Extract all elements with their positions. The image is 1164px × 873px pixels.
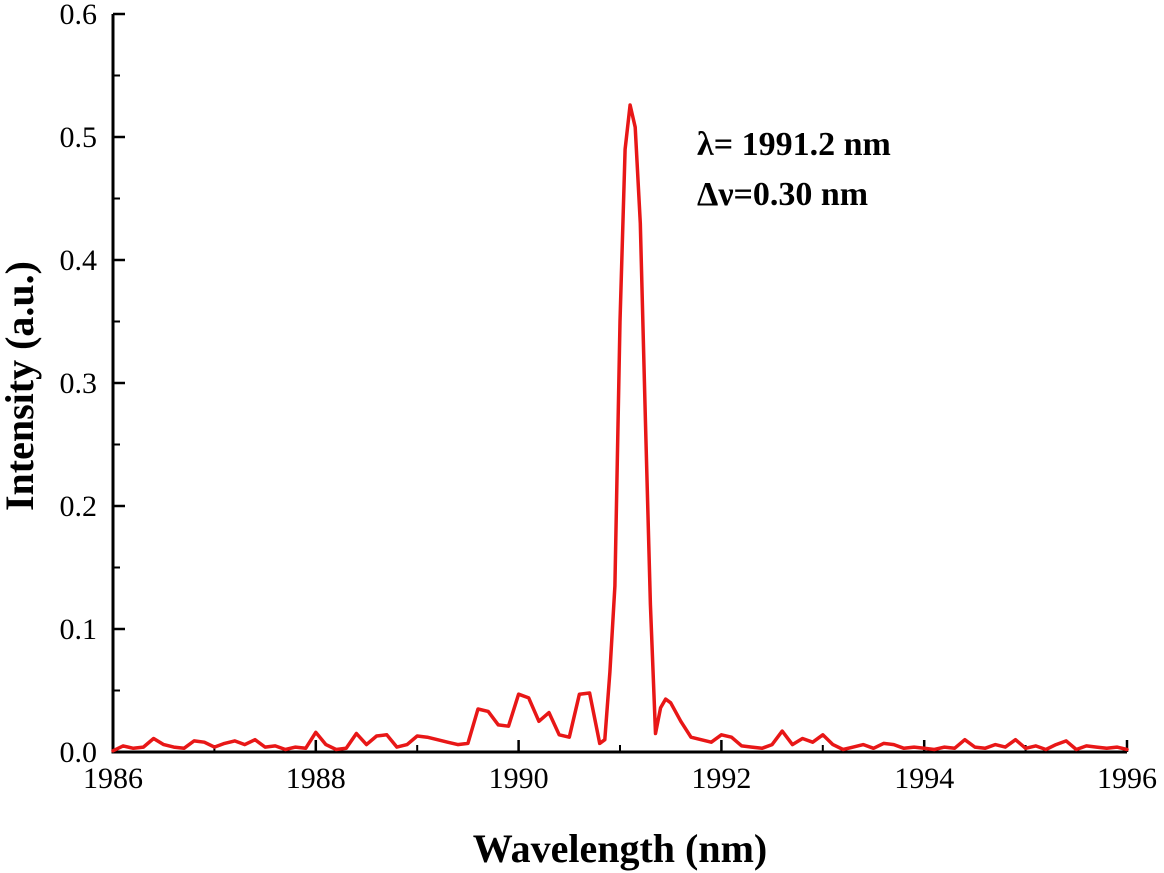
x-tick-label: 1990	[489, 762, 549, 795]
x-tick-label: 1986	[83, 762, 143, 795]
series-line-spectrum	[111, 103, 1129, 753]
y-tick-label: 0.0	[60, 736, 98, 769]
y-tick-label: 0.6	[60, 0, 98, 31]
y-tick-label: 0.2	[60, 490, 98, 523]
y-tick-label: 0.1	[60, 613, 98, 646]
tick-labels: 1986 1988 1990 1992 1994 1996 0.0 0.1 0.2 0.3 0.4 0…	[60, 0, 1158, 795]
annotation-linewidth: Δν=0.30 nm	[697, 176, 868, 213]
x-axis-title: Wavelength (nm)	[473, 826, 767, 871]
x-tick-label: 1988	[286, 762, 346, 795]
x-tick-label: 1994	[894, 762, 954, 795]
y-tick-label: 0.5	[60, 121, 98, 154]
x-tick-label: 1992	[691, 762, 751, 795]
annotation-wavelength: λ= 1991.2 nm	[697, 126, 891, 163]
y-tick-label: 0.3	[60, 367, 98, 400]
y-tick-label: 0.4	[60, 244, 98, 277]
series-layer	[111, 103, 1129, 753]
y-axis-title: Intensity (a.u.)	[0, 261, 42, 511]
x-tick-label: 1996	[1097, 762, 1157, 795]
